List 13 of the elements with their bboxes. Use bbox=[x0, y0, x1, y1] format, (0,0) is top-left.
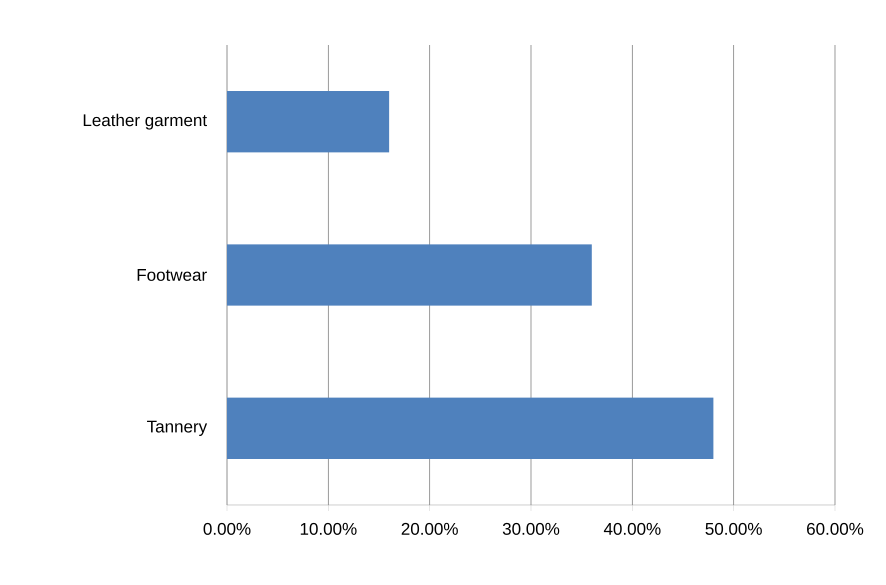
x-tick-label: 60.00% bbox=[807, 522, 864, 535]
x-tick-label: 0.00% bbox=[204, 522, 250, 535]
x-tick-label: 30.00% bbox=[502, 522, 560, 535]
bar bbox=[227, 398, 714, 459]
y-tick-label: Tannery bbox=[147, 420, 208, 436]
x-tick-label: 20.00% bbox=[402, 522, 458, 535]
bar bbox=[227, 244, 592, 306]
y-tick-label: Footwear bbox=[138, 269, 207, 281]
x-tick-label: 40.00% bbox=[604, 522, 661, 535]
bar bbox=[227, 90, 390, 152]
x-tick-label: 50.00% bbox=[706, 522, 762, 535]
y-tick-label: Leather garment bbox=[84, 114, 207, 130]
x-tick-label: 10.00% bbox=[300, 522, 357, 535]
